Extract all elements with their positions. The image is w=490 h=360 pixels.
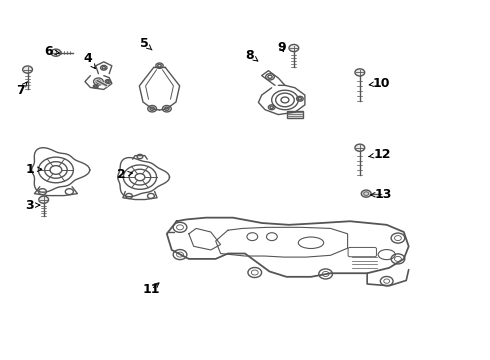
Text: 6: 6 xyxy=(44,45,59,58)
Text: 12: 12 xyxy=(368,148,392,161)
Text: 10: 10 xyxy=(369,77,391,90)
Text: 13: 13 xyxy=(370,188,392,201)
Circle shape xyxy=(23,66,32,73)
Circle shape xyxy=(355,69,365,76)
Text: 5: 5 xyxy=(141,37,152,50)
Text: 8: 8 xyxy=(245,49,258,62)
Text: 2: 2 xyxy=(118,168,133,181)
Circle shape xyxy=(289,44,299,51)
Text: 11: 11 xyxy=(143,283,160,296)
Text: 3: 3 xyxy=(24,199,40,212)
Text: 1: 1 xyxy=(25,163,42,176)
Circle shape xyxy=(51,49,61,56)
Circle shape xyxy=(39,196,49,203)
Text: 7: 7 xyxy=(16,82,27,97)
Text: 4: 4 xyxy=(83,51,96,69)
Circle shape xyxy=(355,144,365,151)
FancyBboxPatch shape xyxy=(287,111,303,118)
Text: 9: 9 xyxy=(277,41,286,54)
Circle shape xyxy=(361,190,371,197)
